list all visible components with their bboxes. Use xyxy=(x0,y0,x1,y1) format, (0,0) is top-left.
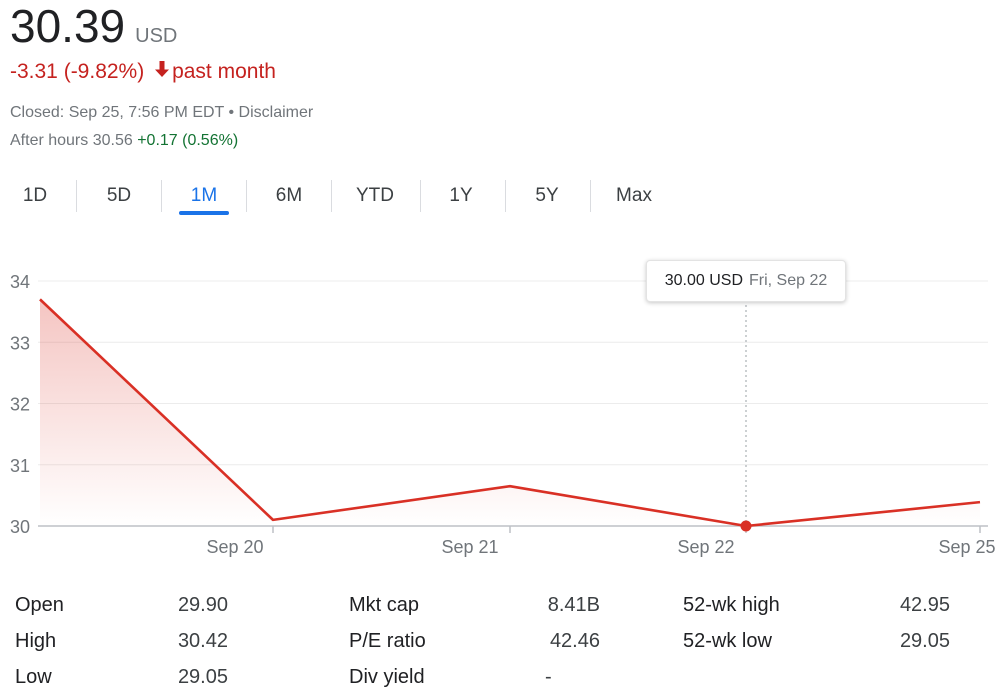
stat-value-52wk-low: 29.05 xyxy=(899,630,950,652)
tab-divider xyxy=(331,180,332,212)
stat-value-mkt-cap: 8.41B xyxy=(547,594,600,616)
x-tick-label: Sep 25 xyxy=(938,537,995,557)
stat-value-open: 29.90 xyxy=(177,594,228,616)
tooltip-value: 30.00 USD xyxy=(664,272,743,289)
y-tick-label: 34 xyxy=(10,272,30,292)
price-line xyxy=(39,298,981,528)
tab-max[interactable]: Max xyxy=(616,185,652,206)
stat-value-pe-ratio: 42.46 xyxy=(549,630,600,652)
tab-divider xyxy=(420,180,421,212)
x-tick-label: Sep 20 xyxy=(206,537,263,557)
price-change: -3.31 (-9.82%) past month xyxy=(10,60,276,84)
stat-label-open: Open xyxy=(15,594,64,616)
x-tick-label: Sep 21 xyxy=(441,537,498,557)
stat-label-low: Low xyxy=(15,666,52,688)
tab-divider xyxy=(590,180,591,212)
stat-value-low: 29.05 xyxy=(177,666,228,688)
price-chart[interactable]: 30 31 32 33 34 Sep 20 Sep 21 Sep 22 Sep 25 xyxy=(0,250,1000,570)
tab-divider xyxy=(246,180,247,212)
currency-label: USD xyxy=(135,25,178,47)
y-tick-label: 33 xyxy=(10,333,30,353)
tab-divider xyxy=(505,180,506,212)
disclaimer-link[interactable]: Disclaimer xyxy=(238,104,314,121)
stat-label-pe-ratio: P/E ratio xyxy=(349,630,426,652)
stat-label-high: High xyxy=(15,630,57,652)
tab-6m[interactable]: 6M xyxy=(275,185,303,206)
chart-tooltip: 30.00 USD Fri, Sep 22 xyxy=(646,260,846,302)
tab-divider xyxy=(76,180,77,212)
after-hours-price: After hours 30.56 xyxy=(10,132,133,149)
stat-value-high: 30.42 xyxy=(177,630,228,652)
stat-value-div-yield: - xyxy=(545,666,552,688)
current-price: 30.39 xyxy=(10,0,126,52)
stat-label-52wk-low: 52-wk low xyxy=(683,630,772,652)
x-tick-label: Sep 22 xyxy=(677,537,734,557)
tooltip-date: Fri, Sep 22 xyxy=(749,272,828,289)
stat-label-52wk-high: 52-wk high xyxy=(683,594,780,616)
closed-time: Closed: Sep 25, 7:56 PM EDT xyxy=(10,104,225,121)
arrow-down-icon xyxy=(154,60,170,84)
after-hours: After hours 30.56 +0.17 (0.56%) xyxy=(10,132,238,150)
y-tick-label: 32 xyxy=(10,395,30,415)
tab-1y[interactable]: 1Y xyxy=(449,185,473,206)
y-tick-label: 30 xyxy=(10,517,30,537)
price-header: 30.39 USD xyxy=(10,0,177,52)
tab-ytd[interactable]: YTD xyxy=(356,185,394,206)
y-tick-label: 31 xyxy=(10,456,30,476)
change-value: -3.31 (-9.82%) xyxy=(10,60,145,83)
tab-divider xyxy=(161,180,162,212)
range-tabs: 1D 5D 1M 6M YTD 1Y 5Y Max xyxy=(0,174,700,220)
area-fill xyxy=(40,299,980,526)
stat-value-52wk-high: 42.95 xyxy=(899,594,950,616)
market-status: Closed: Sep 25, 7:56 PM EDT • Disclaimer xyxy=(10,104,313,122)
tab-1d[interactable]: 1D xyxy=(22,185,48,206)
tab-1m[interactable]: 1M xyxy=(190,185,218,206)
tab-5y[interactable]: 5Y xyxy=(535,185,559,206)
stat-label-mkt-cap: Mkt cap xyxy=(349,594,420,616)
active-tab-indicator xyxy=(179,211,229,215)
after-hours-change: +0.17 (0.56%) xyxy=(137,132,239,149)
stat-label-div-yield: Div yield xyxy=(349,666,425,688)
tab-5d[interactable]: 5D xyxy=(106,185,132,206)
change-period: past month xyxy=(172,60,276,83)
separator-dot: • xyxy=(224,104,239,121)
hover-point xyxy=(740,520,752,532)
